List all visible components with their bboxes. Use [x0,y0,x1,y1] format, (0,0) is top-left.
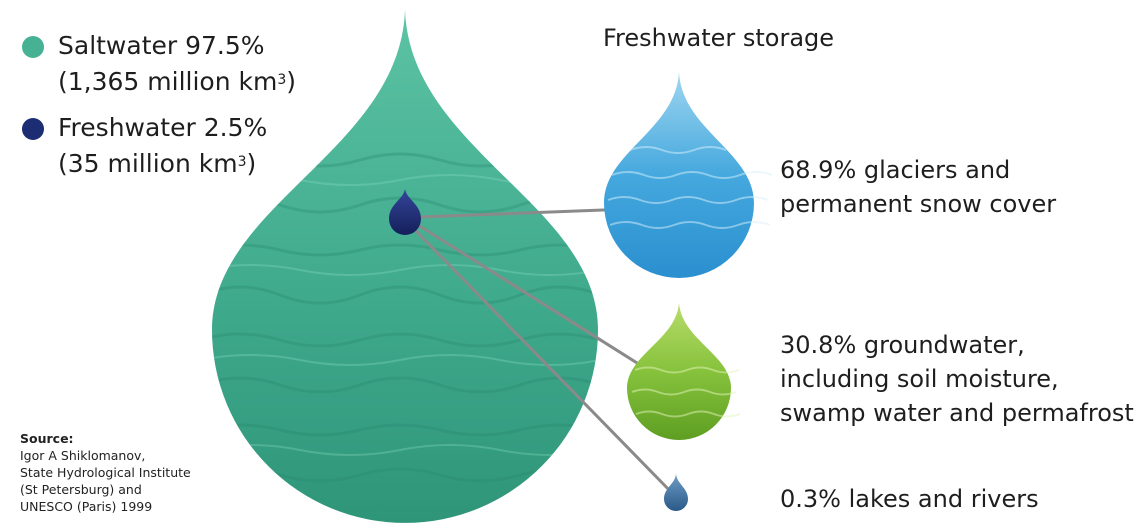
saltwater-drop [212,10,598,523]
saltwater-label: Saltwater 97.5% [58,31,265,60]
freshwater-label: Freshwater 2.5% [58,113,268,142]
freshwater-volume: (35 million km3) [58,149,257,178]
lakes-label: 0.3% lakes and rivers [780,485,1039,513]
source-note: Source: Igor A Shiklomanov, State Hydrol… [20,431,191,514]
freshwater-swatch [22,118,44,140]
freshwater-storage-title: Freshwater storage [603,24,835,52]
lakes-drop [664,474,688,511]
source-heading: Source: [20,431,74,446]
saltwater-swatch [22,36,44,58]
legend-saltwater: Saltwater 97.5% (1,365 million km3) [22,28,296,100]
freshwater-drop [389,189,421,235]
legend-freshwater: Freshwater 2.5% (35 million km3) [22,110,267,182]
saltwater-volume: (1,365 million km3) [58,67,297,96]
groundwater-label: 30.8% groundwater, including soil moistu… [780,331,1134,427]
glaciers-label: 68.9% glaciers and permanent snow cover [780,156,1057,218]
